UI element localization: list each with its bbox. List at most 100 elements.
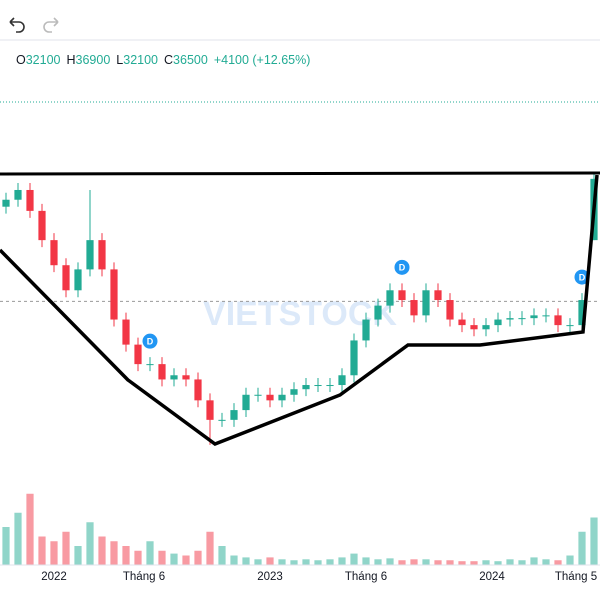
- candle-body: [374, 305, 382, 320]
- candle-body: [566, 325, 574, 327]
- candle-body: [74, 269, 82, 291]
- volume-bar: [158, 550, 166, 565]
- volume-bar: [134, 550, 142, 565]
- volume-bar: [2, 527, 10, 565]
- candle-body: [326, 385, 334, 387]
- volume-bar: [230, 555, 238, 565]
- candle-body: [254, 394, 262, 396]
- candle-body: [398, 290, 406, 301]
- volume-bar: [566, 555, 574, 565]
- volume-bar: [494, 561, 502, 565]
- candle-body: [482, 325, 490, 330]
- redo-button[interactable]: [43, 17, 59, 33]
- volume-bar: [62, 531, 70, 565]
- candle-body: [554, 315, 562, 326]
- x-tick-label: Tháng 5: [555, 571, 597, 583]
- volume-bar: [590, 517, 598, 565]
- volume-bar: [326, 559, 334, 565]
- candle-body: [242, 394, 250, 411]
- candle-body: [338, 375, 346, 386]
- volume-bar: [74, 546, 82, 565]
- candle-body: [182, 375, 190, 380]
- candle-body: [446, 300, 454, 320]
- candle-body: [26, 189, 34, 211]
- candle-body: [506, 318, 514, 320]
- volume-bar: [266, 557, 274, 565]
- volume-bar: [218, 546, 226, 565]
- candle-body: [290, 389, 298, 395]
- candle-body: [2, 199, 10, 207]
- volume-bar: [446, 560, 454, 565]
- volume-bar: [386, 558, 394, 565]
- volume-bar: [50, 541, 58, 565]
- dividend-marker: [142, 333, 158, 349]
- volume-bar: [14, 512, 22, 565]
- dividend-label: D: [147, 337, 154, 347]
- volume-bar: [278, 559, 286, 565]
- volume-bar: [410, 559, 418, 565]
- candle-body: [230, 410, 238, 420]
- candle-body: [122, 319, 130, 345]
- candle-body: [50, 240, 58, 266]
- candle-body: [530, 315, 538, 319]
- ohlc-label: C: [164, 53, 173, 67]
- volume-bar: [518, 560, 526, 565]
- candle-body: [158, 364, 166, 380]
- volume-bar: [470, 561, 478, 565]
- candle-body: [62, 265, 70, 291]
- ohlc-value: 36500: [173, 53, 208, 67]
- volume-bar: [86, 522, 94, 565]
- candle-body: [14, 189, 22, 200]
- candle-body: [314, 385, 322, 387]
- volume-bar: [206, 531, 214, 565]
- candle-body: [86, 240, 94, 270]
- volume-bar: [254, 559, 262, 565]
- cup-trendline: [0, 174, 599, 446]
- dividend-label: D: [399, 263, 406, 273]
- candle-body: [350, 340, 358, 376]
- volume-bar: [374, 559, 382, 565]
- volume-bar: [110, 541, 118, 565]
- ohlc-label: O: [16, 53, 26, 67]
- ohlc-header: O32100 H36900 L32100 C36500 +4100 (+12.65%): [16, 53, 310, 67]
- volume-bar: [170, 553, 178, 565]
- volume-bar: [290, 560, 298, 565]
- candle-body: [218, 419, 226, 421]
- ohlc-value: 32100: [26, 53, 61, 67]
- volume-bar: [482, 560, 490, 565]
- ohlc-label: L: [116, 53, 123, 67]
- candle-body: [170, 375, 178, 380]
- change-value: +4100 (+12.65%): [214, 53, 311, 67]
- volume-bar: [194, 550, 202, 565]
- volume-bar: [122, 546, 130, 565]
- volume-bar: [182, 555, 190, 565]
- resistance-line: [0, 171, 600, 176]
- candle-body: [110, 269, 118, 320]
- candle-body: [422, 290, 430, 316]
- volume-bar: [530, 557, 538, 565]
- volume-bar: [434, 560, 442, 565]
- candle-body: [302, 385, 310, 390]
- candle-body: [146, 364, 154, 366]
- candle-body: [386, 290, 394, 306]
- volume-bar: [398, 560, 406, 565]
- volume-bar: [554, 560, 562, 565]
- volume-bar: [362, 557, 370, 565]
- candle-body: [134, 344, 142, 365]
- volume-bar: [350, 553, 358, 565]
- ohlc-value: 36900: [76, 53, 111, 67]
- undo-button[interactable]: [9, 17, 25, 33]
- candle-body: [98, 240, 106, 270]
- volume-bar: [98, 536, 106, 565]
- candle-body: [194, 379, 202, 401]
- candle-body: [458, 319, 466, 326]
- candle-body: [578, 300, 586, 326]
- volume-bar: [302, 559, 310, 565]
- ohlc-label: H: [67, 53, 76, 67]
- volume-bar: [422, 559, 430, 565]
- candle-body: [206, 400, 214, 420]
- volume-bar: [314, 560, 322, 565]
- volume-bar: [146, 541, 154, 565]
